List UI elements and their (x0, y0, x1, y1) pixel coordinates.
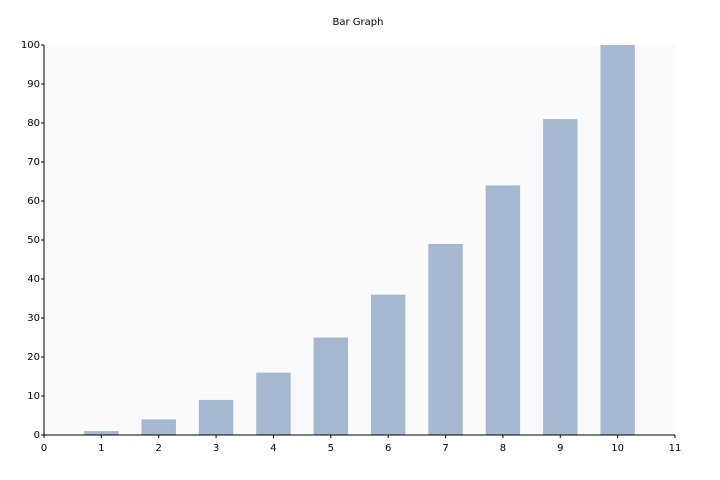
x-tick-label: 10 (611, 443, 624, 454)
y-tick-label: 40 (27, 274, 40, 285)
y-tick-label: 50 (27, 235, 40, 246)
x-tick-label: 7 (442, 443, 448, 454)
x-tick-label: 11 (669, 443, 682, 454)
y-tick-label: 80 (27, 118, 40, 129)
y-tick-label: 90 (27, 79, 40, 90)
bar (141, 419, 176, 435)
y-tick-label: 100 (21, 40, 40, 51)
y-tick-label: 0 (34, 430, 40, 441)
x-tick-label: 0 (41, 443, 47, 454)
y-tick-label: 10 (27, 391, 40, 402)
chart-title: Bar Graph (333, 17, 384, 28)
x-tick-label: 9 (557, 443, 563, 454)
x-tick-label: 5 (328, 443, 334, 454)
y-tick-label: 20 (27, 352, 40, 363)
bar (600, 45, 635, 435)
bar (370, 294, 406, 435)
bar (256, 372, 291, 435)
bar (543, 119, 578, 435)
x-tick-label: 3 (213, 443, 219, 454)
y-tick-label: 30 (27, 313, 40, 324)
x-tick-label: 1 (98, 443, 104, 454)
x-tick-label: 8 (500, 443, 506, 454)
bar (84, 431, 119, 435)
bar (485, 185, 521, 435)
y-tick-label: 70 (27, 157, 40, 168)
x-tick-label: 2 (156, 443, 162, 454)
x-tick-label: 6 (385, 443, 391, 454)
x-tick-label: 4 (270, 443, 276, 454)
bar (198, 399, 234, 435)
bar (428, 243, 463, 435)
plot-area (44, 45, 675, 435)
y-tick-label: 60 (27, 196, 40, 207)
bar (313, 337, 349, 435)
